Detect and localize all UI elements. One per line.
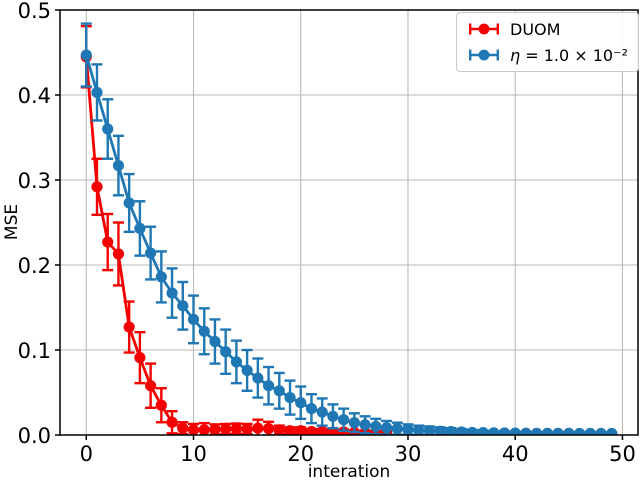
data-point-eta [91, 86, 103, 99]
data-point-duom [177, 422, 189, 434]
data-point-eta [520, 427, 532, 435]
data-point-duom [316, 426, 328, 435]
data-point-duom [241, 423, 253, 435]
data-point-duom [252, 422, 264, 434]
y-tick-label: 0.0 [18, 424, 51, 448]
y-tick-label: 0.3 [18, 169, 51, 193]
data-point-eta [177, 300, 189, 312]
legend: DUOM η = 1.0 × 10⁻² [456, 12, 639, 72]
data-point-eta [112, 159, 125, 172]
y-tick-label: 0.4 [18, 84, 51, 108]
data-point-eta [552, 427, 564, 435]
y-tick-label: 0.5 [18, 0, 51, 23]
data-point-eta [262, 380, 275, 392]
data-point-duom [209, 423, 221, 435]
data-point-eta [145, 247, 157, 259]
data-point-eta [466, 426, 478, 435]
errorbar-glyph-red-icon [469, 23, 499, 35]
legend-item-duom: DUOM [467, 18, 628, 40]
data-point-eta [445, 426, 457, 435]
data-point-eta [380, 422, 393, 434]
y-tick-label: 0.1 [18, 339, 51, 363]
data-point-duom [91, 181, 103, 193]
data-point-eta [305, 403, 318, 415]
data-point-eta [531, 427, 543, 435]
data-point-eta [338, 414, 350, 426]
data-point-eta [241, 364, 253, 376]
data-point-duom [166, 416, 178, 428]
data-point-eta [295, 397, 307, 409]
data-point-eta [327, 410, 339, 422]
data-point-eta [455, 426, 468, 435]
data-point-eta [370, 420, 382, 433]
data-point-eta [198, 325, 210, 337]
series-eta [80, 22, 618, 435]
data-point-duom [305, 426, 318, 435]
data-point-eta [187, 313, 200, 325]
data-point-eta [541, 427, 553, 435]
data-point-duom [295, 425, 307, 435]
data-point-eta [273, 385, 285, 397]
data-point-duom [112, 248, 125, 260]
data-point-eta [606, 427, 618, 435]
data-point-duom [230, 423, 243, 435]
errorbar-glyph-blue-icon [469, 49, 499, 61]
data-point-eta [359, 419, 371, 431]
data-point-duom [102, 236, 114, 248]
data-point-duom [155, 399, 167, 411]
data-point-eta [284, 392, 296, 404]
data-point-eta [509, 427, 521, 435]
data-point-duom [262, 423, 275, 435]
data-point-eta [477, 427, 489, 435]
data-point-eta [252, 372, 264, 384]
x-tick-label: 40 [502, 442, 529, 466]
data-point-duom [187, 424, 200, 435]
data-point-eta [348, 417, 360, 429]
data-point-duom [220, 423, 232, 435]
x-tick-label: 20 [287, 442, 314, 466]
data-point-eta [595, 427, 607, 435]
legend-label-duom: DUOM [510, 19, 561, 39]
data-point-eta [230, 356, 243, 368]
data-point-eta [134, 222, 146, 235]
y-tick-label: 0.2 [18, 254, 51, 278]
data-point-duom [134, 352, 146, 364]
data-point-eta [220, 346, 232, 358]
data-point-duom [123, 321, 135, 333]
x-tick-label: 10 [180, 442, 207, 466]
data-point-eta [434, 425, 446, 435]
series-line-eta [84, 54, 612, 435]
data-point-eta [80, 49, 92, 61]
data-point-duom [145, 380, 157, 392]
data-point-eta [413, 424, 425, 435]
data-point-eta [498, 427, 511, 435]
data-point-duom [284, 425, 296, 435]
x-axis-label: interation [308, 462, 391, 481]
data-point-eta [123, 197, 135, 209]
legend-label-eta: η = 1.0 × 10⁻² [510, 45, 628, 65]
y-axis-label: MSE [2, 204, 22, 240]
data-point-duom [273, 424, 285, 435]
data-point-eta [166, 287, 178, 299]
data-point-eta [209, 335, 221, 348]
data-point-eta [563, 427, 575, 435]
data-point-eta [102, 123, 114, 135]
data-point-duom [198, 424, 210, 435]
data-point-eta [488, 427, 500, 435]
legend-item-eta: η = 1.0 × 10⁻² [467, 44, 628, 66]
data-point-eta [155, 271, 167, 283]
data-point-eta [316, 406, 328, 418]
data-point-eta [391, 423, 403, 435]
data-point-eta [423, 425, 436, 435]
x-tick-label: 30 [395, 442, 422, 466]
x-tick-label: 50 [609, 442, 636, 466]
data-point-eta [402, 423, 414, 435]
data-point-eta [573, 427, 586, 435]
axes-spines [59, 9, 639, 436]
data-point-eta [584, 427, 596, 435]
x-tick-label: 0 [80, 442, 93, 466]
